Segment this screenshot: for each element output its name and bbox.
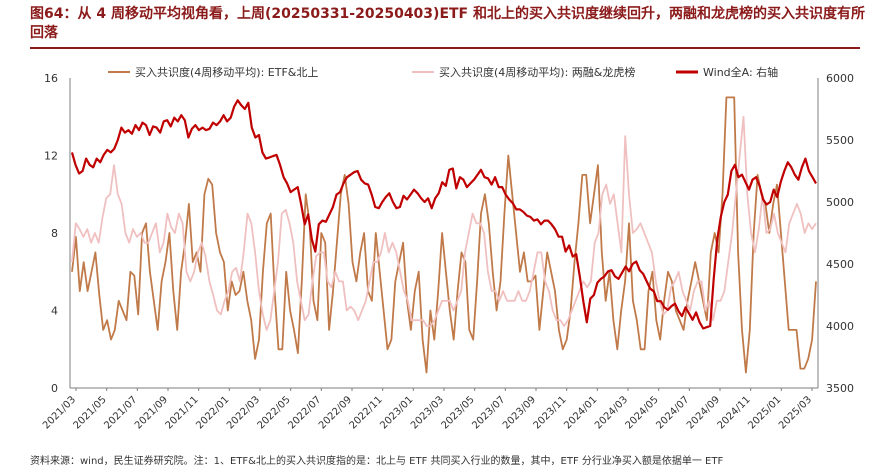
source-note: 资料来源：wind，民生证券研究院。注：1、ETF&北上的买入共识度指的是：北上… — [30, 456, 724, 467]
series-line-0 — [71, 96, 817, 374]
title-rule — [30, 47, 860, 49]
series-line-2 — [70, 99, 817, 330]
y-right-tick-label: 5500 — [826, 134, 854, 147]
y-right-tick-label: 5000 — [826, 196, 854, 209]
x-tick-label: 2025/03 — [777, 394, 814, 431]
chart: 04812163500400045005000550060002021/0320… — [41, 65, 854, 431]
y-right-tick-label: 4000 — [826, 320, 854, 333]
legend-label-1: 买入共识度(4周移动平均): 两融&龙虎榜 — [439, 65, 635, 79]
y-right-tick-label: 4500 — [826, 258, 854, 271]
figure-title: 图64：从 4 周移动平均视角看，上周(20250331-20250403)ET… — [30, 6, 865, 41]
legend: 买入共识度(4周移动平均): ETF&北上 买入共识度(4周移动平均): 两融&龙… — [108, 65, 778, 79]
y-left-tick-label: 12 — [44, 150, 58, 163]
series-line-1 — [71, 115, 817, 331]
y-left-tick-label: 0 — [51, 382, 58, 395]
y-left-tick-label: 16 — [44, 72, 58, 85]
plot-area: 04812163500400045005000550060002021/0320… — [41, 72, 854, 431]
y-left-tick-label: 4 — [51, 305, 58, 318]
legend-label-2: Wind全A: 右轴 — [703, 65, 778, 79]
legend-label-0: 买入共识度(4周移动平均): ETF&北上 — [135, 65, 318, 79]
y-right-tick-label: 3500 — [826, 382, 854, 395]
y-right-tick-label: 6000 — [826, 72, 854, 85]
y-left-tick-label: 8 — [51, 227, 58, 240]
